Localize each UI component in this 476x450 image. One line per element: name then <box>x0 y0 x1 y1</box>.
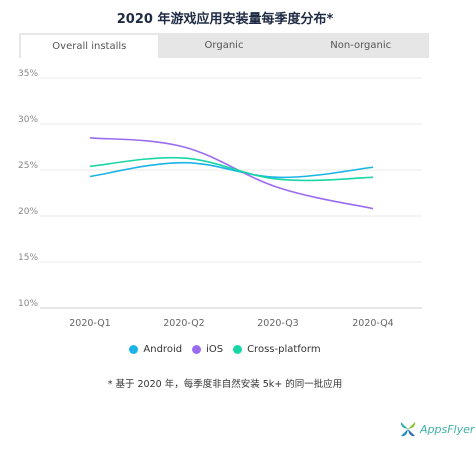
y-tick-label: 25% <box>18 161 38 171</box>
legend-label-android: Android <box>143 344 183 355</box>
legend-item-ios[interactable]: iOS <box>192 344 223 355</box>
x-tick-label: 2020-Q2 <box>163 318 204 329</box>
legend-item-cross-platform[interactable]: Cross-platform <box>233 344 321 355</box>
appsflyer-logo: AppsFlyer <box>398 419 474 439</box>
x-tick-label: 2020-Q1 <box>69 318 110 329</box>
legend-label-ios: iOS <box>206 344 224 355</box>
y-tick-label: 35% <box>18 69 38 79</box>
y-tick-label: 10% <box>18 299 38 309</box>
series-android-line <box>89 161 374 179</box>
legend-label-cross-platform: Cross-platform <box>247 344 321 355</box>
legend-dot-cross-platform <box>233 345 243 354</box>
y-tick-label: 20% <box>18 207 38 217</box>
logo-text: AppsFlyer <box>420 422 475 436</box>
x-tick-label: 2020-Q3 <box>257 318 298 329</box>
tab-overall-installs[interactable]: Overall installs <box>21 35 158 58</box>
chart-title: 2020 年游戏应用安装量每季度分布* <box>116 12 334 27</box>
legend-dot-android <box>129 345 139 354</box>
series-ios-line <box>89 137 374 210</box>
footnote: * 基于 2020 年，每季度非自然安装 5k+ 的同一批应用 <box>107 379 343 390</box>
y-tick-label: 15% <box>18 253 38 263</box>
x-tick-label: 2020-Q4 <box>352 318 393 329</box>
tab-organic[interactable]: Organic <box>204 40 244 51</box>
appsflyer-icon <box>400 422 416 437</box>
chart-legend: Android iOS Cross-platform <box>0 344 450 355</box>
tab-bar: Overall installs Organic Non-organic <box>19 33 429 58</box>
tab-non-organic[interactable]: Non-organic <box>330 40 392 51</box>
line-chart: 35% 30% 25% 20% 15% 10% 2020-Q1 2020-Q2 2020-Q3 2… <box>18 69 422 329</box>
series-cross-platform-line <box>89 156 374 182</box>
legend-dot-ios <box>192 345 202 354</box>
y-tick-label: 30% <box>18 115 38 125</box>
legend-item-android[interactable]: Android <box>129 344 182 355</box>
